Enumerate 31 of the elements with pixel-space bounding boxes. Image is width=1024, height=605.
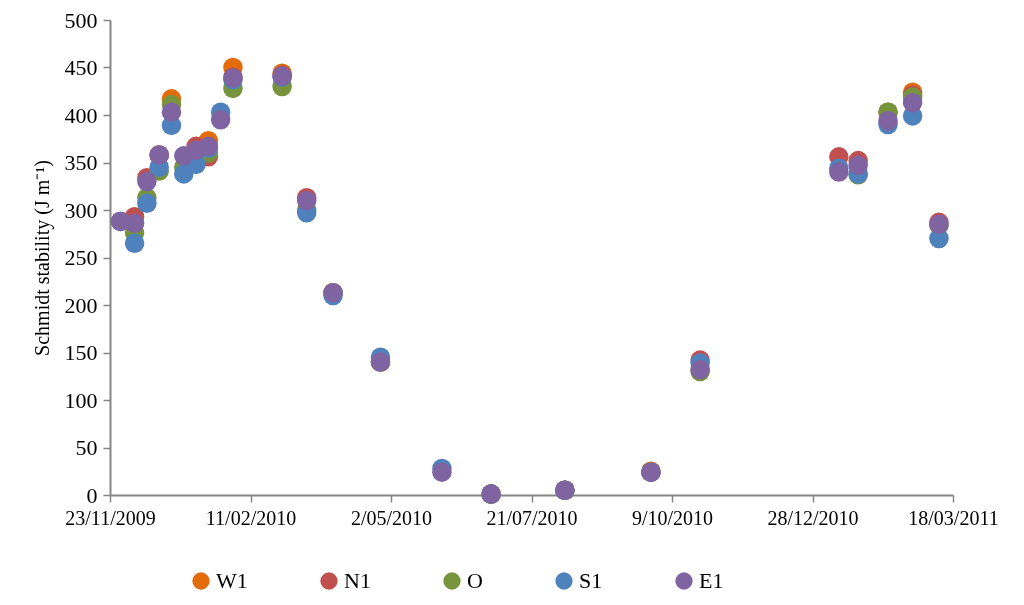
legend-label: S1 xyxy=(579,568,603,593)
point xyxy=(161,102,182,122)
y-tick-label: 0 xyxy=(86,482,98,508)
y-tick-label: 400 xyxy=(64,102,98,128)
x-tick-label: 18/03/2011 xyxy=(908,506,999,529)
legend-label: W1 xyxy=(216,568,248,593)
legend-label: O xyxy=(467,568,483,593)
y-tick-label: 50 xyxy=(75,435,98,460)
x-tick-label: 28/12/2010 xyxy=(767,506,859,529)
y-tick-label: 150 xyxy=(64,340,98,365)
x-tick-label: 21/07/2010 xyxy=(486,506,578,529)
x-tick-label: 2/05/2010 xyxy=(350,506,433,529)
x-tick-label: 23/11/2009 xyxy=(65,506,156,529)
point xyxy=(124,233,145,253)
y-tick-label: 350 xyxy=(64,150,98,175)
y-tick-label: 450 xyxy=(64,55,98,80)
x-tick-label: 9/10/2010 xyxy=(631,506,714,529)
point xyxy=(210,110,231,130)
y-tick-label: 100 xyxy=(64,387,98,413)
y-tick-label: 500 xyxy=(64,7,98,33)
y-tick-label: 300 xyxy=(64,197,98,223)
point xyxy=(137,193,157,214)
point xyxy=(902,92,923,113)
legend-label: N1 xyxy=(344,568,371,593)
x-tick-label: 11/02/2010 xyxy=(205,506,297,529)
y-tick-label: 250 xyxy=(64,245,98,270)
y-tick-label: 200 xyxy=(64,292,98,318)
point xyxy=(124,213,145,234)
point xyxy=(848,155,868,176)
y-axis-title: Schmidt stability (J m⁻¹) xyxy=(30,160,54,356)
legend-label: E1 xyxy=(699,568,724,593)
